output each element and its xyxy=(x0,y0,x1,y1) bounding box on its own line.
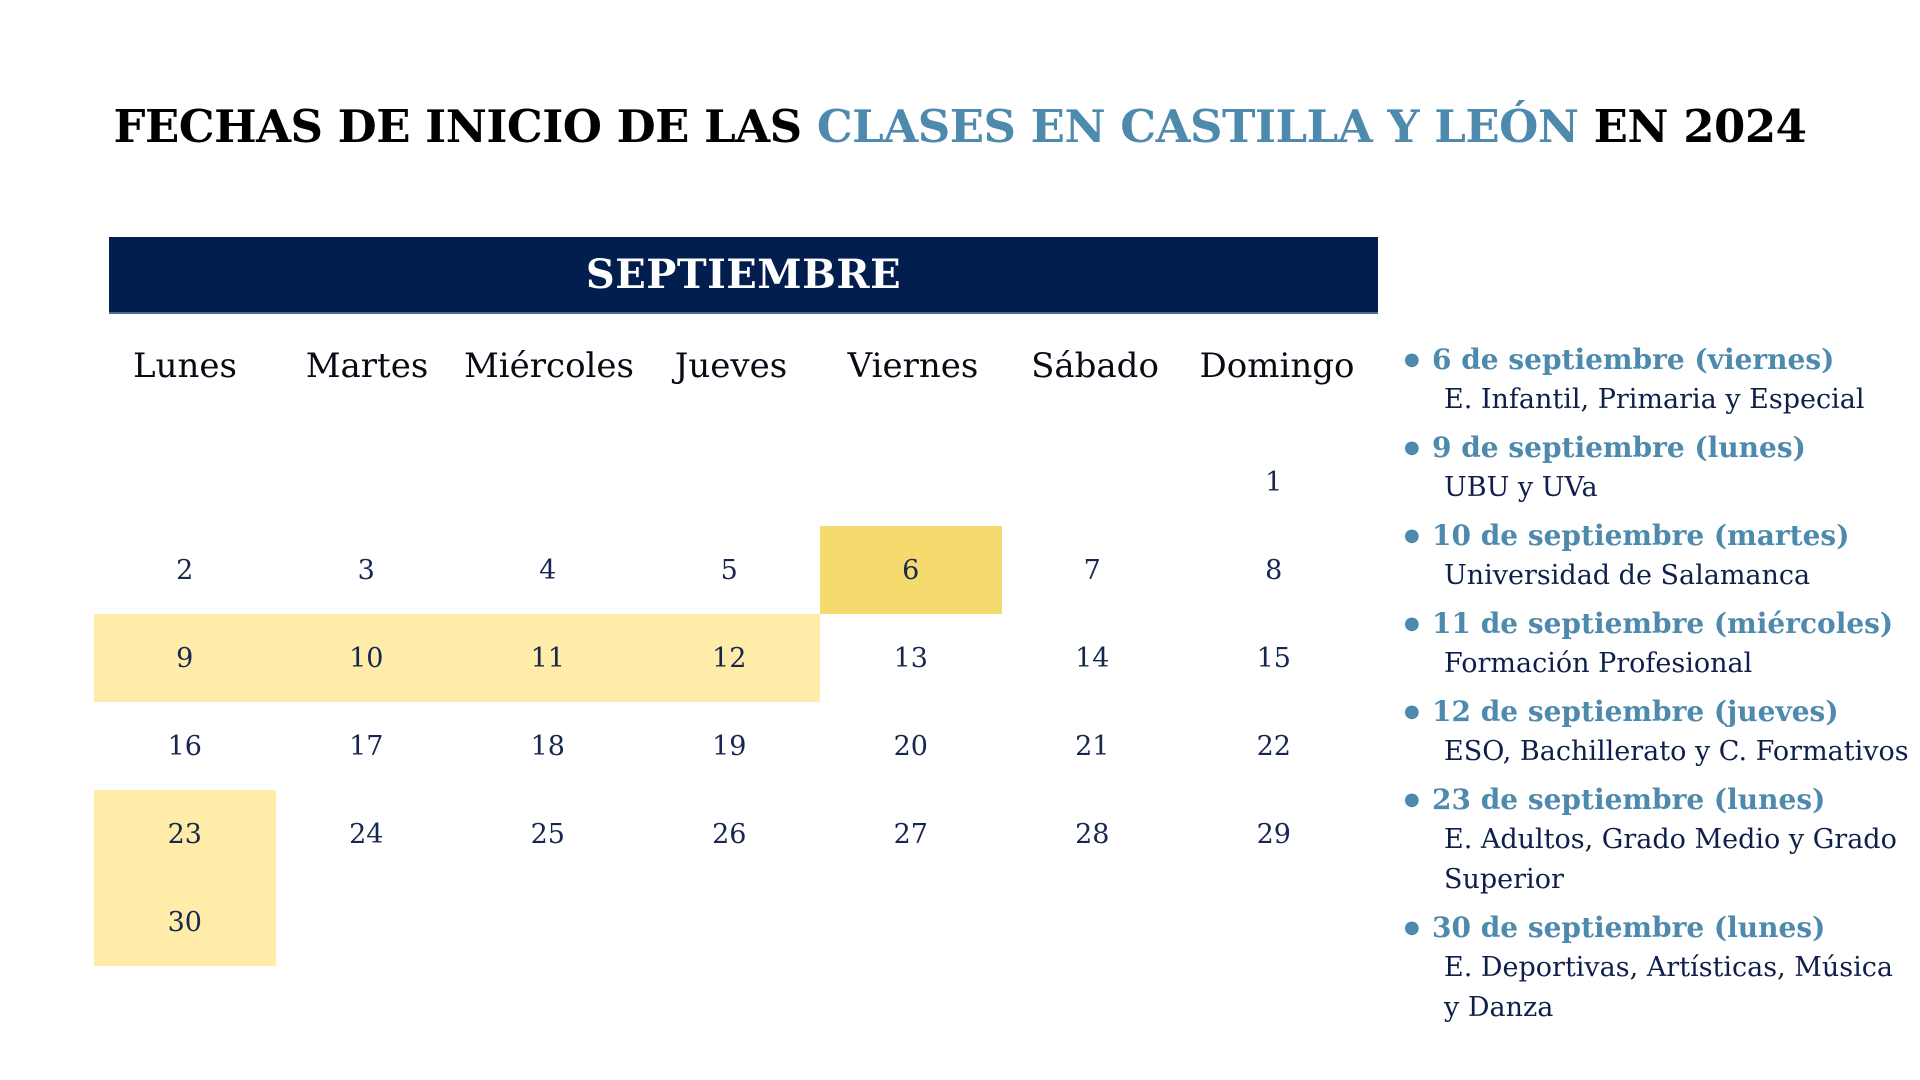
start-date-heading: ● 23 de septiembre (lunes) xyxy=(1404,780,1914,820)
weekday-header: Lunes Martes Miércoles Jueves Viernes Sá… xyxy=(94,346,1368,386)
calendar-day: 13 xyxy=(893,642,928,674)
title-accent: CLASES EN CASTILLA Y LEÓN xyxy=(816,100,1579,153)
calendar-day: 20 xyxy=(893,730,928,762)
calendar-day: 6 xyxy=(820,526,1002,614)
weekday-label: Domingo xyxy=(1199,346,1355,386)
calendar-day: 3 xyxy=(357,554,375,586)
calendar-day: 16 xyxy=(167,730,202,762)
calendar-empty-cell xyxy=(820,438,1002,526)
start-date-heading: ● 6 de septiembre (viernes) xyxy=(1404,340,1914,380)
calendar-empty-cell xyxy=(1002,438,1184,526)
start-date: 11 de septiembre (miércoles) xyxy=(1432,607,1894,640)
start-date-item: ● 9 de septiembre (lunes) UBU y UVa xyxy=(1404,428,1914,508)
start-date-description: E. Deportivas, Artísticas, Música y Danz… xyxy=(1444,952,1894,1023)
calendar-day: 18 xyxy=(530,730,565,762)
calendar-day: 17 xyxy=(349,730,384,762)
weekday-label: Miércoles xyxy=(463,346,635,386)
title-part-1: FECHAS DE INICIO DE LAS xyxy=(113,100,817,153)
calendar-day: 1 xyxy=(1265,466,1283,498)
calendar-day: 8 xyxy=(1265,554,1283,586)
calendar-day: 24 xyxy=(349,818,384,850)
month-banner: SEPTIEMBRE xyxy=(109,237,1378,314)
calendar-empty-cell xyxy=(820,878,1002,966)
calendar-empty-cell xyxy=(276,878,458,966)
calendar-empty-cell xyxy=(276,438,458,526)
bullet-icon: ● xyxy=(1404,349,1420,370)
calendar-day: 5 xyxy=(720,554,738,586)
start-date: 10 de septiembre (martes) xyxy=(1432,519,1850,552)
calendar-day: 28 xyxy=(1075,818,1110,850)
calendar-day: 12 xyxy=(638,614,820,702)
calendar-day: 4 xyxy=(539,554,557,586)
calendar-day: 11 xyxy=(457,614,639,702)
calendar-day: 15 xyxy=(1256,642,1291,674)
calendar-day: 22 xyxy=(1256,730,1291,762)
start-date-heading: ● 11 de septiembre (miércoles) xyxy=(1404,604,1914,644)
calendar-empty-cell xyxy=(457,438,639,526)
calendar-day: 21 xyxy=(1075,730,1110,762)
start-date: 6 de septiembre (viernes) xyxy=(1432,343,1835,376)
weekday-label: Martes xyxy=(305,346,429,386)
bullet-icon: ● xyxy=(1404,437,1420,458)
bullet-icon: ● xyxy=(1404,789,1420,810)
start-date-heading: ● 30 de septiembre (lunes) xyxy=(1404,908,1914,948)
start-date-description: E. Infantil, Primaria y Especial xyxy=(1444,384,1865,415)
start-date-item: ● 30 de septiembre (lunes) E. Deportivas, … xyxy=(1404,908,1914,1028)
calendar-day: 30 xyxy=(94,878,276,966)
start-date-item: ● 6 de septiembre (viernes) E. Infantil, P… xyxy=(1404,340,1914,420)
weekday-label: Lunes xyxy=(133,346,237,386)
calendar-day: 26 xyxy=(712,818,747,850)
bullet-icon: ● xyxy=(1404,701,1420,722)
weekday-label: Sábado xyxy=(1031,346,1159,386)
calendar-empty-cell xyxy=(94,438,276,526)
calendar-empty-cell xyxy=(1002,878,1184,966)
calendar-day: 7 xyxy=(1083,554,1101,586)
calendar-day: 9 xyxy=(94,614,276,702)
start-date-item: ● 12 de septiembre (jueves) ESO, Bachiller… xyxy=(1404,692,1914,772)
bullet-icon: ● xyxy=(1404,917,1420,938)
weekday-label: Viernes xyxy=(847,346,979,386)
calendar-empty-cell xyxy=(1183,878,1365,966)
calendar-day: 14 xyxy=(1075,642,1110,674)
calendar-grid: 1 2 3 4 5 6 7 8 9 10 11 12 13 14 15 16 17 18 19 20 21 22 23 24 2… xyxy=(94,438,1365,966)
start-date: 12 de septiembre (jueves) xyxy=(1432,695,1839,728)
month-name: SEPTIEMBRE xyxy=(585,251,902,298)
start-date-description: E. Adultos, Grado Medio y Grado Superior xyxy=(1444,824,1897,895)
calendar-day: 25 xyxy=(530,818,565,850)
weekday-label: Jueves xyxy=(674,346,788,386)
start-date-heading: ● 10 de septiembre (martes) xyxy=(1404,516,1914,556)
calendar-empty-cell xyxy=(639,878,821,966)
calendar-empty-cell xyxy=(639,438,821,526)
start-date-description: ESO, Bachillerato y C. Formativos xyxy=(1444,736,1909,767)
start-dates-list: ● 6 de septiembre (viernes) E. Infantil, P… xyxy=(1404,340,1914,1036)
start-date-item: ● 23 de septiembre (lunes) E. Adultos, Gra… xyxy=(1404,780,1914,900)
start-date-description: Formación Profesional xyxy=(1444,648,1753,679)
calendar-empty-cell xyxy=(457,878,639,966)
start-date-item: ● 11 de septiembre (miércoles) Formación P… xyxy=(1404,604,1914,684)
start-date-item: ● 10 de septiembre (martes) Universidad de… xyxy=(1404,516,1914,596)
calendar-day: 2 xyxy=(176,554,194,586)
calendar-day: 10 xyxy=(275,614,457,702)
bullet-icon: ● xyxy=(1404,525,1420,546)
start-date: 9 de septiembre (lunes) xyxy=(1432,431,1806,464)
start-date-heading: ● 9 de septiembre (lunes) xyxy=(1404,428,1914,468)
start-date-description: Universidad de Salamanca xyxy=(1444,560,1811,591)
calendar-day: 23 xyxy=(94,790,276,878)
bullet-icon: ● xyxy=(1404,613,1420,634)
start-date-heading: ● 12 de septiembre (jueves) xyxy=(1404,692,1914,732)
start-date-description: UBU y UVa xyxy=(1444,472,1598,503)
calendar-day: 19 xyxy=(712,730,747,762)
title-part-2: EN 2024 xyxy=(1578,100,1807,153)
start-date: 23 de septiembre (lunes) xyxy=(1432,783,1826,816)
start-date: 30 de septiembre (lunes) xyxy=(1432,911,1826,944)
page-title: FECHAS DE INICIO DE LAS CLASES EN CASTIL… xyxy=(0,100,1920,153)
calendar-day: 29 xyxy=(1256,818,1291,850)
calendar-day: 27 xyxy=(893,818,928,850)
